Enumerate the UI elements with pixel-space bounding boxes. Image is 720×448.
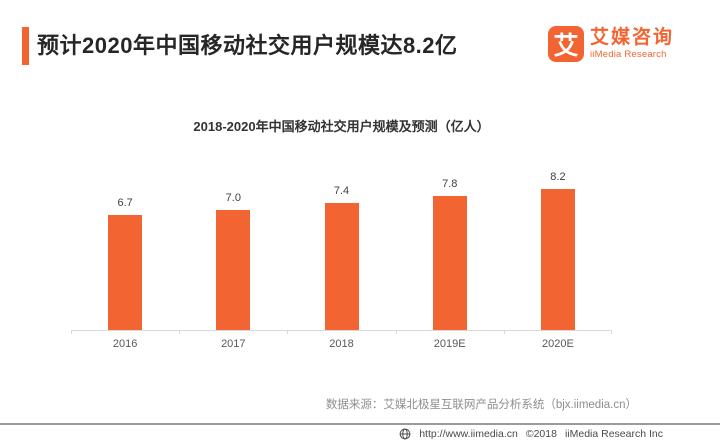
axis-tick — [71, 330, 72, 334]
footer: http://www.iimedia.cn ©2018 iiMedia Rese… — [399, 428, 663, 440]
bar-2017 — [216, 210, 251, 330]
x-tick-label-2018: 2018 — [329, 338, 354, 350]
axis-tick — [611, 330, 612, 334]
bar-value-label: 7.0 — [225, 192, 241, 204]
iimedia-logo: 艾 艾媒咨询 iiMedia Research — [548, 26, 674, 62]
footer-company: iiMedia Research Inc — [564, 428, 663, 440]
bar-group-2020E: 8.2 — [504, 171, 612, 330]
logo-name-cn: 艾媒咨询 — [590, 27, 675, 48]
bar-value-label: 8.2 — [550, 171, 566, 183]
x-tick-label-2017: 2017 — [221, 338, 246, 350]
x-axis-labels: 2016 2017 2018 2019E 2020E — [71, 338, 612, 350]
bar-value-label: 6.7 — [117, 197, 133, 209]
axis-tick — [396, 330, 397, 334]
bar-value-label: 7.4 — [333, 185, 350, 197]
globe-icon — [399, 428, 411, 440]
bar-group-2019E: 7.8 — [396, 178, 504, 330]
bar-2019E — [432, 196, 467, 330]
bar-group-2018: 7.4 — [287, 185, 395, 330]
data-source-note: 数据来源：艾媒北极星互联网产品分析系统（bjx.iimedia.cn） — [325, 399, 637, 411]
iimedia-logo-icon: 艾 — [548, 26, 584, 62]
footer-url[interactable]: http://www.iimedia.cn — [419, 428, 518, 440]
x-tick-label-2016: 2016 — [112, 338, 138, 350]
x-tick-label-2020E: 2020E — [542, 338, 574, 350]
bar-series: 6.7 7.0 7.4 7.8 8.2 — [71, 150, 612, 330]
footer-copyright: ©2018 — [525, 428, 557, 440]
logo-name-en: iiMedia Research — [590, 49, 667, 60]
footer-divider — [0, 423, 720, 425]
bar-group-2016: 6.7 — [71, 197, 179, 330]
page-title: 预计2020年中国移动社交用户规模达8.2亿 — [37, 33, 458, 58]
bar-group-2017: 7.0 — [179, 192, 287, 330]
x-tick-label-2019E: 2019E — [433, 338, 466, 350]
bar-chart-plot-area: 6.7 7.0 7.4 7.8 8.2 — [71, 150, 612, 334]
axis-tick — [287, 330, 288, 334]
bar-2016 — [108, 215, 143, 330]
bar-2018 — [324, 203, 359, 330]
bar-2020E — [540, 189, 575, 330]
axis-tick — [504, 330, 505, 334]
title-accent-bar — [22, 27, 29, 65]
chart-title: 2018-2020年中国移动社交用户规模及预测（亿人） — [193, 119, 490, 134]
bar-value-label: 7.8 — [442, 178, 458, 190]
axis-tick — [179, 330, 180, 334]
